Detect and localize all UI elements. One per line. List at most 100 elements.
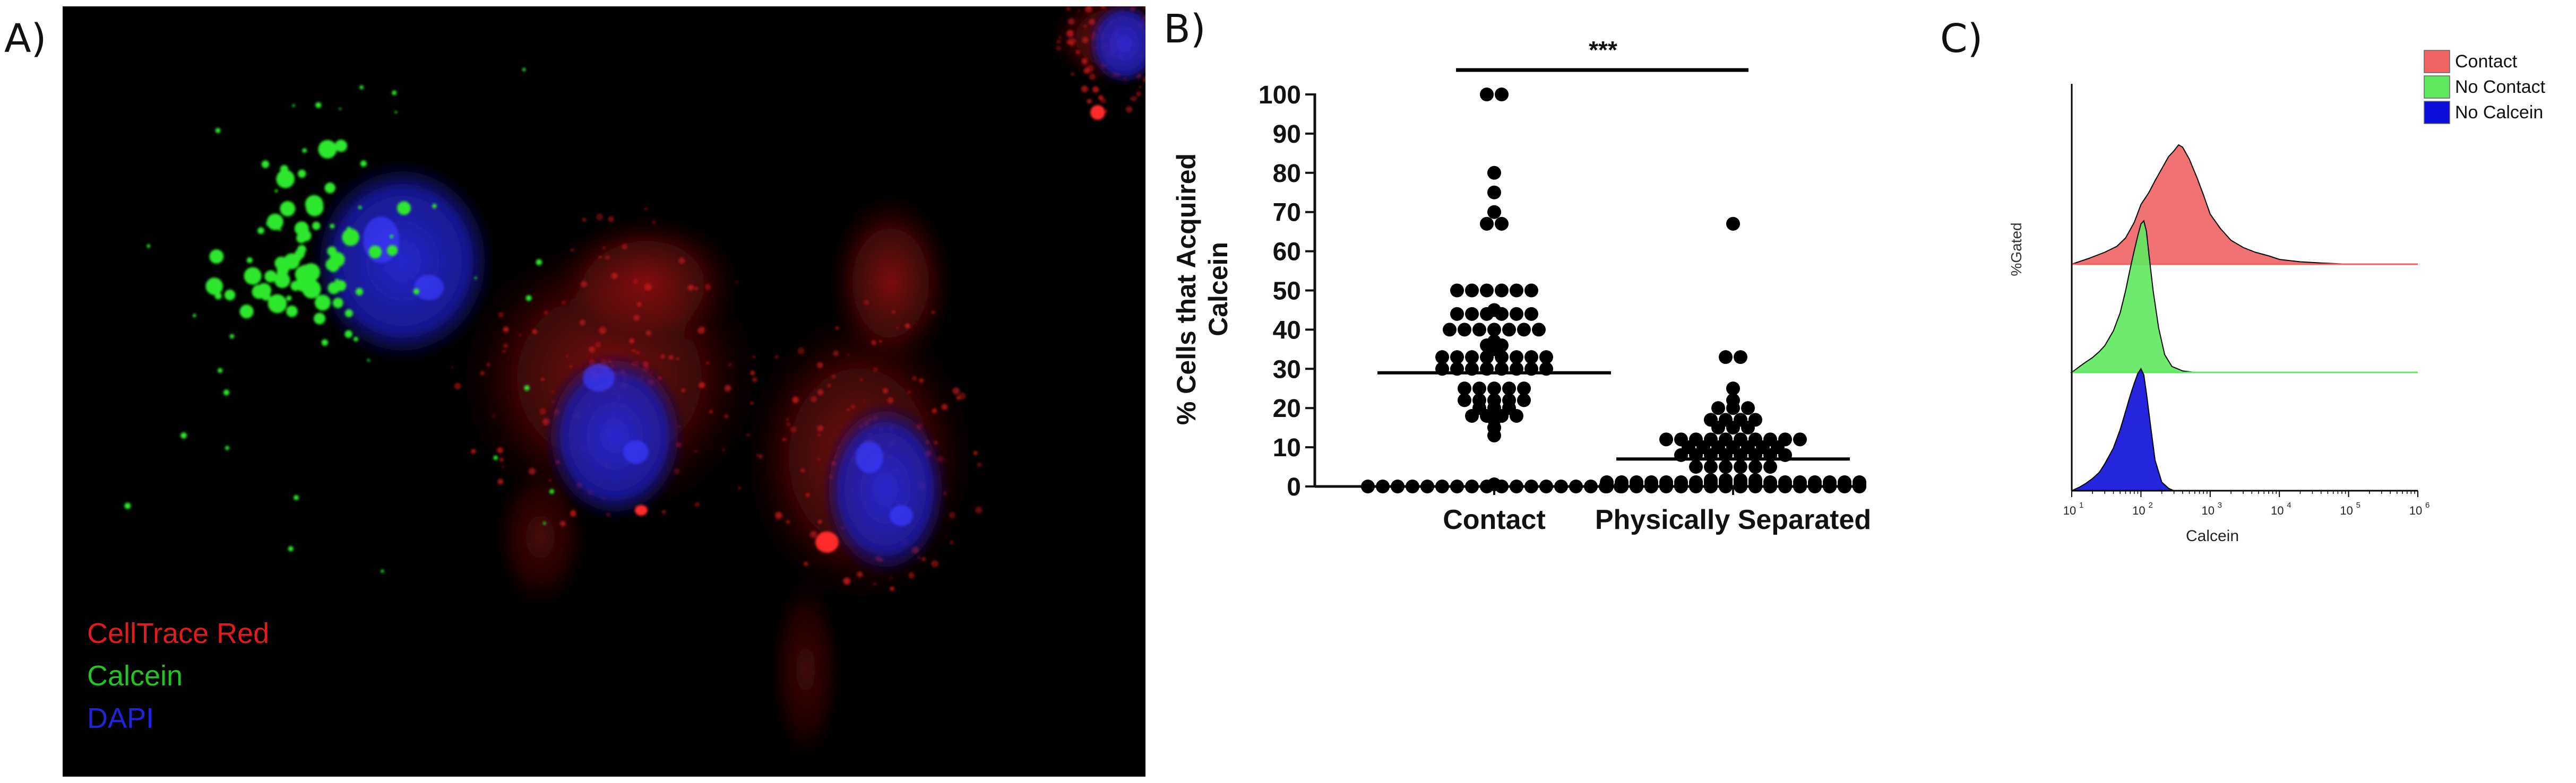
celltrace-punctum <box>817 458 820 460</box>
data-point <box>1487 303 1501 317</box>
y-tick-label: 90 <box>1273 120 1301 149</box>
celltrace-punctum <box>797 347 805 354</box>
celltrace-punctum <box>759 454 763 459</box>
flow-x-tick-label: 10 <box>2202 504 2215 517</box>
data-point <box>1808 475 1822 489</box>
celltrace-punctum <box>608 216 614 222</box>
calcein-punctum <box>296 233 307 243</box>
calcein-punctum <box>217 368 223 373</box>
data-point <box>1704 432 1718 447</box>
data-point <box>1487 393 1501 407</box>
calcein-punctum <box>264 270 277 283</box>
data-point <box>1502 323 1516 337</box>
celltrace-punctum <box>735 281 738 284</box>
data-point <box>1689 460 1703 474</box>
data-point <box>1472 393 1486 407</box>
celltrace-punctum <box>565 354 569 358</box>
calcein-punctum <box>381 569 384 573</box>
calcein-punctum <box>278 228 281 231</box>
y-tick-label: 80 <box>1273 160 1301 188</box>
celltrace-punctum <box>790 426 797 433</box>
celltrace-punctum <box>611 273 618 279</box>
celltrace-punctum <box>1081 57 1088 64</box>
data-point <box>1517 393 1531 407</box>
data-point <box>1472 381 1486 396</box>
celltrace-punctum <box>835 326 839 330</box>
calcein-punctum <box>280 201 296 216</box>
legend-label: No Contact <box>2455 77 2546 97</box>
data-point <box>1524 480 1538 493</box>
data-point <box>1450 480 1464 493</box>
data-point <box>1674 432 1688 447</box>
celltrace-punctum <box>931 560 939 568</box>
calcein-punctum <box>549 489 554 494</box>
data-point <box>1734 432 1747 447</box>
flow-x-tick-label: 10 <box>2340 504 2353 517</box>
celltrace-punctum <box>738 486 742 490</box>
celltrace-punctum <box>560 520 566 527</box>
panel-label-c: C) <box>1940 16 1983 62</box>
calcein-punctum <box>266 213 283 230</box>
calcein-punctum <box>344 309 353 318</box>
celltrace-punctum <box>786 520 790 524</box>
celltrace-punctum <box>497 478 504 485</box>
data-point <box>1510 480 1523 493</box>
celltrace-punctum <box>932 408 937 414</box>
data-point <box>1763 475 1777 489</box>
celltrace-punctum <box>633 279 638 284</box>
calcein-punctum <box>274 272 290 289</box>
celltrace-punctum <box>644 283 652 291</box>
celltrace-punctum <box>1066 39 1072 45</box>
legend-swatch <box>2424 50 2450 73</box>
data-point <box>1524 283 1538 298</box>
calcein-punctum <box>330 223 335 229</box>
data-point <box>1630 475 1643 489</box>
data-point <box>1450 283 1464 298</box>
calcein-punctum <box>302 148 307 153</box>
calcein-punctum <box>432 204 437 208</box>
celltrace-punctum <box>873 367 878 372</box>
celltrace-punctum <box>668 355 674 360</box>
celltrace-punctum <box>1089 73 1096 80</box>
data-point <box>1748 413 1762 427</box>
calcein-punctum <box>292 104 295 107</box>
celltrace-punctum <box>562 301 565 304</box>
data-point <box>1741 401 1755 415</box>
celltrace-punctum <box>817 362 823 369</box>
calcein-punctum <box>324 182 335 194</box>
calcein-punctum <box>294 495 299 501</box>
calcein-punctum <box>244 267 262 285</box>
flow-x-tick-exponent: 2 <box>2148 501 2152 510</box>
celltrace-punctum <box>569 364 573 368</box>
celltrace-punctum <box>806 493 810 497</box>
celltrace-punctum <box>949 512 955 519</box>
calcein-punctum <box>268 294 287 314</box>
celltrace-punctum <box>486 362 490 367</box>
data-point <box>1734 350 1747 364</box>
data-point <box>1420 480 1434 493</box>
data-point <box>1584 480 1598 493</box>
calcein-punctum <box>261 160 270 168</box>
celltrace-punctum <box>571 248 574 251</box>
celltrace-punctum <box>694 286 698 290</box>
calcein-punctum <box>346 227 351 232</box>
calcein-punctum <box>321 339 329 346</box>
data-point <box>1450 307 1464 321</box>
data-point <box>1615 475 1629 489</box>
data-point <box>1480 88 1494 101</box>
calcein-punctum <box>353 336 358 342</box>
celltrace-punctum <box>582 218 587 222</box>
data-point <box>1539 350 1553 364</box>
celltrace-punctum <box>774 511 782 519</box>
data-point <box>1487 381 1501 396</box>
celltrace-punctum <box>652 221 656 224</box>
celltrace-punctum <box>678 257 685 264</box>
data-point <box>1510 283 1523 298</box>
calcein-punctum <box>328 282 340 294</box>
data-point <box>1487 166 1501 180</box>
y-axis-label-line1: % Cells that Acquired <box>1171 153 1201 425</box>
data-point <box>1443 323 1457 337</box>
celltrace-punctum <box>532 329 538 335</box>
celltrace-punctum <box>1068 18 1075 25</box>
dot-plot-chart: 0 10 20 30 40 50 60 70 80 90 100 Contact Physically … <box>1171 36 1871 535</box>
